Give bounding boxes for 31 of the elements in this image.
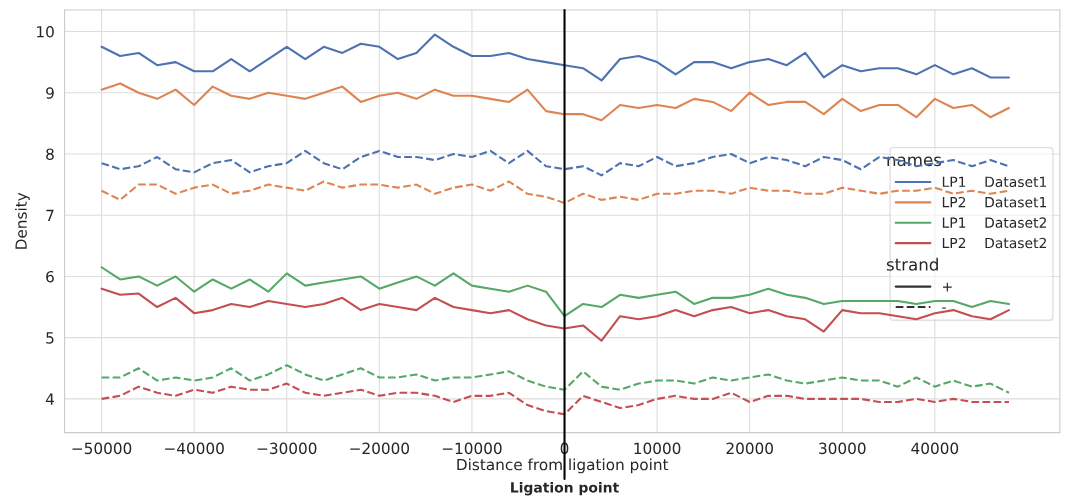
x-tick-label: −50000 xyxy=(72,442,132,455)
line-series xyxy=(100,149,1010,177)
legend-label: LP2 Dataset1 xyxy=(942,196,1047,208)
x-tick-label: −20000 xyxy=(350,442,410,455)
x-tick-label: 10000 xyxy=(634,442,681,455)
annotation: + xyxy=(943,282,952,292)
y-tick-label: 5 xyxy=(46,332,54,344)
x-tick-label: −40000 xyxy=(165,442,224,455)
annotation: strand xyxy=(886,257,938,271)
x-tick-label: 20000 xyxy=(726,442,773,455)
line-series xyxy=(100,364,1010,394)
annotation: - xyxy=(942,307,946,309)
line-series xyxy=(100,382,1010,416)
y-tick-label: 7 xyxy=(46,209,54,221)
y-axis-title: Density xyxy=(15,192,30,249)
y-tick-label: 10 xyxy=(37,25,54,38)
y-tick-label: 4 xyxy=(45,393,54,405)
line-series xyxy=(100,33,1010,82)
x-tick-label: −10000 xyxy=(442,442,502,455)
x-tick-label: 30000 xyxy=(819,442,866,455)
x-axis-title: Distance from ligation point xyxy=(457,458,669,474)
legend-label: LP1 Dataset2 xyxy=(942,217,1046,228)
legend-label: LP2 Dataset2 xyxy=(942,237,1046,249)
ref-line-label: Ligation point xyxy=(511,481,619,496)
y-tick-label: 9 xyxy=(46,87,54,99)
y-tick-label: 6 xyxy=(46,270,54,283)
y-tick-label: 8 xyxy=(46,148,54,160)
x-tick-label: 40000 xyxy=(911,442,959,455)
legend-label: LP1 Dataset1 xyxy=(942,176,1047,188)
x-tick-label: −30000 xyxy=(257,442,317,455)
line-series xyxy=(100,82,1010,122)
